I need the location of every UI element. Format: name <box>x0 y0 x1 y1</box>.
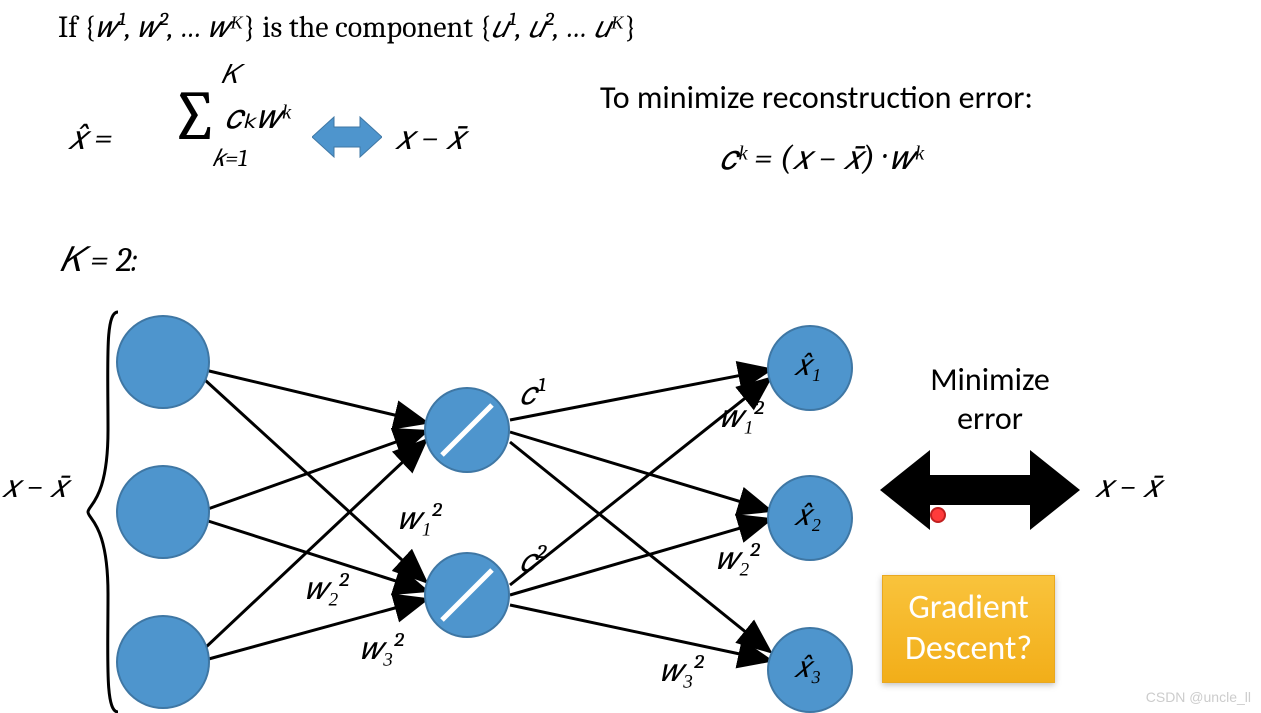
xhat1-label: 𝑥̂₁ <box>794 348 821 383</box>
w22-right-label: 𝑤₂² <box>716 540 759 578</box>
c1-label: 𝑐¹ <box>520 375 545 413</box>
w12-left-label: 𝑤₁² <box>398 500 441 538</box>
right-output-label: 𝑥 − 𝑥̄ <box>1095 468 1161 506</box>
left-bracket <box>88 312 118 712</box>
gradient-descent-box: Gradient Descent? <box>882 575 1055 683</box>
w32-left-label: 𝑤₃² <box>360 630 403 668</box>
laser-pointer-icon <box>931 508 945 522</box>
grad-line2: Descent? <box>905 629 1032 670</box>
w32-right-label: 𝑤₃² <box>660 652 703 690</box>
xhat2-label: 𝑥̂₂ <box>794 498 821 533</box>
w22-left-label: 𝑤₂² <box>305 570 348 608</box>
grad-line1: Gradient <box>905 588 1032 629</box>
left-nodes <box>117 316 209 708</box>
min-line2: error <box>910 399 1070 438</box>
black-double-arrow-icon <box>880 450 1080 530</box>
network-diagram <box>0 0 1261 713</box>
minimize-error-label: Minimize error <box>910 360 1070 438</box>
min-line1: Minimize <box>910 360 1070 399</box>
watermark: CSDN @uncle_ll <box>1146 689 1251 705</box>
edges-left-to-mid <box>205 370 424 660</box>
c2-label: 𝑐² <box>520 542 546 580</box>
xhat3-label: 𝑥̂₃ <box>794 650 821 685</box>
w12-right-label: 𝑤₁² <box>720 398 763 436</box>
